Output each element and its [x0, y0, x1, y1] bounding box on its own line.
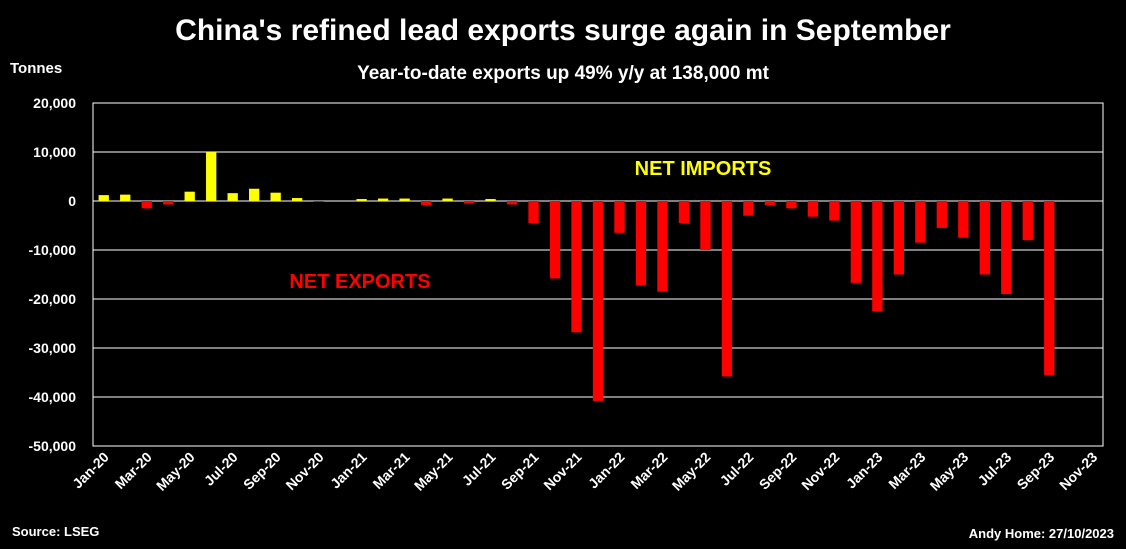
bar-mar-21	[399, 198, 410, 201]
chart-subtitle: Year-to-date exports up 49% y/y at 138,0…	[357, 63, 769, 84]
bar-sep-20	[270, 192, 281, 201]
bar-may-21	[442, 198, 453, 201]
net-imports-label: NET IMPORTS	[635, 158, 772, 180]
x-tick-label: Jan-23	[843, 449, 886, 492]
bar-jun-21	[463, 201, 475, 204]
bar-aug-22	[764, 201, 776, 205]
bar-feb-23	[893, 201, 905, 275]
net-exports-label: NET EXPORTS	[289, 271, 430, 293]
bar-jul-20	[227, 193, 238, 201]
x-tick-label: Mar-23	[885, 449, 928, 492]
bar-feb-22	[635, 201, 647, 286]
x-tick-label: Nov-20	[282, 449, 326, 493]
x-tick-label: Sep-21	[498, 449, 542, 493]
y-tick-label: -40,000	[29, 389, 77, 405]
x-tick-label: Sep-22	[756, 449, 800, 493]
bar-aug-20	[249, 188, 260, 201]
y-tick-label: -20,000	[29, 291, 77, 307]
bar-nov-22	[829, 201, 840, 221]
bar-mar-22	[657, 201, 668, 292]
x-tick-label: Mar-21	[369, 449, 412, 492]
source-note: Source: LSEG	[12, 524, 100, 539]
x-tick-label: May-20	[153, 449, 198, 494]
bar-dec-21	[592, 201, 604, 401]
bar-jan-22	[614, 201, 625, 233]
y-tick-label: 0	[68, 193, 76, 209]
x-tick-label: May-21	[411, 449, 456, 494]
x-tick-label: Sep-20	[240, 449, 284, 493]
bar-apr-21	[420, 201, 432, 205]
x-tick-label: Sep-23	[1014, 449, 1058, 493]
x-tick-label: Nov-23	[1056, 449, 1100, 493]
x-tick-label: Jul-22	[717, 449, 757, 489]
bar-mar-23	[915, 201, 926, 243]
bar-sep-22	[786, 201, 797, 209]
x-tick-label: Jul-23	[974, 449, 1014, 489]
bar-jun-23	[979, 201, 990, 275]
bar-sep-21	[528, 201, 539, 224]
x-tick-label: Mar-20	[112, 449, 155, 492]
y-tick-label: -30,000	[29, 340, 77, 356]
bar-jul-21	[485, 199, 496, 201]
bar-oct-20	[291, 198, 303, 201]
bar-apr-23	[936, 201, 947, 228]
y-tick-label: -10,000	[29, 242, 77, 258]
x-tick-label: Nov-21	[540, 449, 584, 493]
bars	[98, 152, 1055, 401]
x-tick-label: Jan-20	[69, 449, 112, 492]
x-tick-label: Jan-21	[327, 449, 370, 492]
y-axis-ticks: 20,000 10,000 0 -10,000 -20,000 -30,000 -40,00…	[29, 95, 77, 454]
bar-sep-23	[1044, 201, 1055, 375]
bar-apr-20	[163, 201, 174, 205]
bar-may-23	[958, 201, 969, 238]
x-tick-label: Jul-21	[459, 449, 499, 489]
bar-jul-23	[1001, 201, 1012, 295]
x-tick-label: Jan-22	[585, 449, 628, 492]
bar-dec-22	[850, 201, 862, 283]
x-tick-label: Nov-22	[798, 449, 842, 493]
bar-nov-20	[313, 201, 324, 202]
x-tick-label: Mar-22	[627, 449, 670, 492]
x-tick-label: May-23	[927, 449, 972, 494]
y-tick-label: 20,000	[33, 95, 76, 111]
bar-jul-22	[743, 201, 754, 216]
bar-oct-22	[807, 201, 819, 217]
bar-mar-20	[141, 201, 152, 209]
x-tick-label: May-22	[669, 449, 714, 494]
bar-jan-21	[356, 199, 367, 201]
bar-aug-23	[1022, 201, 1033, 241]
y-axis-unit-label: Tonnes	[10, 60, 63, 77]
y-tick-label: -50,000	[29, 438, 77, 454]
bar-may-22	[700, 201, 711, 250]
bar-feb-20	[120, 194, 131, 201]
bar-jan-23	[872, 201, 883, 312]
annotations: NET IMPORTS NET EXPORTS	[289, 158, 771, 293]
author-credit: Andy Home: 27/10/2023	[968, 526, 1114, 541]
bar-apr-22	[678, 201, 690, 224]
bar-oct-21	[549, 201, 561, 279]
bar-jan-20	[98, 195, 109, 201]
chart-title: China's refined lead exports surge again…	[175, 14, 951, 47]
bar-feb-21	[377, 198, 389, 201]
bar-jun-20	[206, 152, 217, 201]
x-tick-label: Jul-20	[201, 449, 241, 489]
y-tick-label: 10,000	[33, 144, 76, 160]
bar-may-20	[184, 191, 195, 201]
bar-nov-21	[571, 201, 582, 333]
plot-area-border	[92, 102, 1104, 447]
bar-jun-22	[721, 201, 733, 377]
bar-aug-21	[506, 201, 518, 205]
